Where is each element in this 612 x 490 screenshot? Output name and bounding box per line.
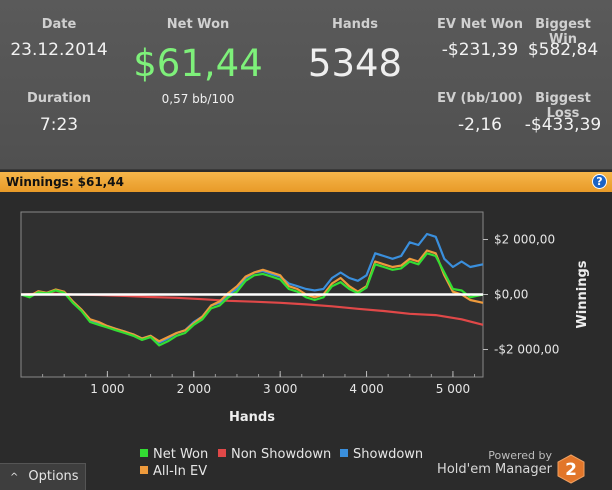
help-icon[interactable]: ? — [592, 174, 607, 189]
winnings-bar-value: $61,44 — [77, 175, 124, 189]
legend-all-in-ev: All-In EV — [140, 464, 207, 479]
net-won-line — [20, 252, 484, 347]
x-tick-label: 4 000 — [349, 382, 383, 396]
all-in-ev-line — [20, 249, 484, 343]
ev-bb-value: -2,16 — [458, 115, 502, 135]
winnings-bar-label: Winnings: — [6, 175, 74, 189]
x-axis-title: Hands — [229, 410, 275, 425]
biggest-loss-label: Biggest Loss — [535, 91, 591, 121]
legend-all-in-ev-swatch — [140, 466, 148, 474]
options-button[interactable]: ^ Options — [0, 463, 86, 490]
y-axis-title: Winnings — [575, 260, 590, 328]
x-tick-label: 3 000 — [263, 382, 297, 396]
date-label: Date — [41, 17, 77, 32]
winnings-chart: 1 000 2 000 3 000 4 000 5 000 $2 000,00 $0,00 -… — [20, 211, 590, 425]
powered-by-text: Powered by — [488, 449, 552, 462]
legend-net-won-swatch — [140, 449, 148, 457]
hands-value: 5348 — [307, 42, 403, 85]
options-label: Options — [28, 469, 79, 484]
y-tick-label: $0,00 — [494, 288, 528, 302]
chart-area: 1 000 2 000 3 000 4 000 5 000 $2 000,00 $0,00 -… — [0, 192, 612, 490]
legend-non-showdown: Non Showdown — [218, 447, 331, 462]
y-tick-label: -$2 000,00 — [494, 343, 559, 357]
biggest-win-value: $582,84 — [527, 40, 599, 60]
legend-all-in-ev-label: All-In EV — [153, 464, 208, 479]
biggest-win-label: Biggest Win — [535, 17, 591, 47]
biggest-loss-value: -$433,39 — [524, 115, 602, 135]
date-value: 23.12.2014 — [10, 40, 108, 60]
chevron-up-icon: ^ — [10, 472, 19, 483]
legend-showdown-label: Showdown — [353, 447, 424, 462]
netwon-value: $61,44 — [133, 42, 263, 85]
x-tick-label: 1 000 — [90, 382, 124, 396]
stats-panel: Date 23.12.2014 Net Won $61,44 0,57 bb/1… — [0, 0, 612, 170]
ev-net-won-value: -$231,39 — [441, 40, 519, 60]
legend-non-showdown-label: Non Showdown — [231, 447, 332, 462]
legend-net-won: Net Won — [140, 447, 208, 462]
holdem-manager-logo-number: 2 — [565, 460, 577, 480]
duration-label: Duration — [26, 91, 92, 106]
winnings-bar: Winnings: $61,44 — [0, 172, 612, 192]
netwon-label: Net Won — [166, 17, 230, 32]
duration-value: 7:23 — [39, 115, 79, 135]
ev-net-won-label: EV Net Won — [437, 17, 523, 32]
legend-non-showdown-swatch — [218, 449, 226, 457]
legend-showdown-swatch — [340, 449, 348, 457]
bb-per-100-value: 0,57 bb/100 — [161, 92, 235, 106]
legend-net-won-label: Net Won — [153, 447, 209, 462]
legend-showdown: Showdown — [340, 447, 423, 462]
holdem-manager-logo: 2 — [557, 454, 585, 484]
ev-bb-label: EV (bb/100) — [437, 91, 523, 106]
hands-label: Hands — [332, 17, 378, 32]
holdem-manager-name: Hold'em Manager — [437, 462, 552, 477]
y-tick-label: $2 000,00 — [494, 233, 555, 247]
x-tick-label: 2 000 — [177, 382, 211, 396]
x-tick-label: 5 000 — [436, 382, 470, 396]
